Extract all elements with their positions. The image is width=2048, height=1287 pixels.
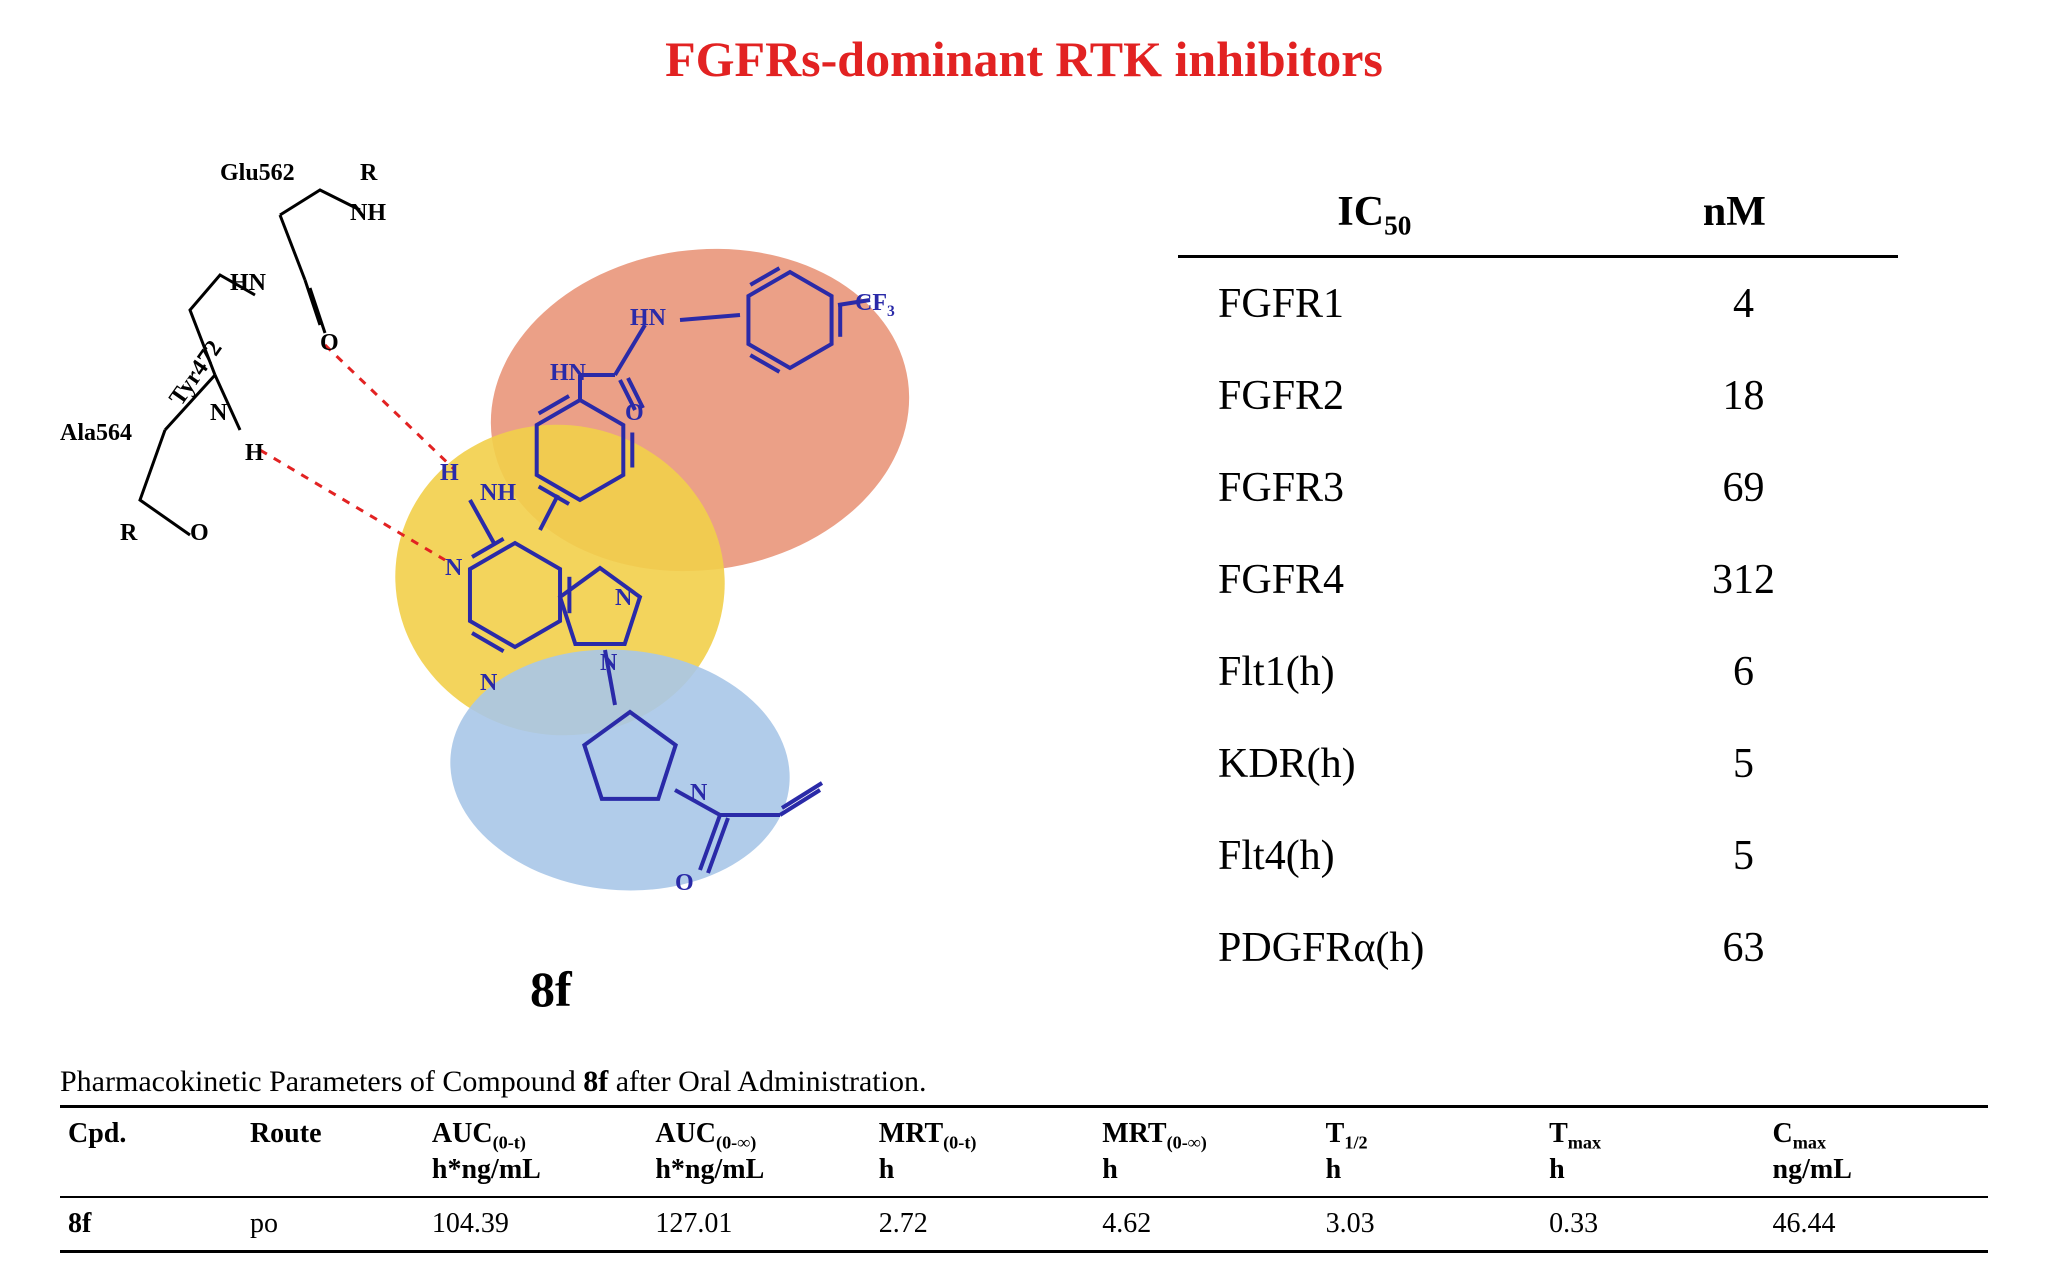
residue-label: N <box>210 400 227 427</box>
residue-label: R <box>120 520 137 547</box>
ligand-atom-label: H <box>440 460 459 487</box>
residue-label: O <box>190 520 209 547</box>
compound-label: 8f <box>530 960 572 1018</box>
ligand-atom-label: HN <box>630 305 666 332</box>
pk-table: Cpd.RouteAUC(0-t)h*ng/mLAUC(0-∞)h*ng/mLM… <box>60 1105 1988 1253</box>
pk-col-header: Tmaxh <box>1541 1108 1764 1196</box>
pk-caption: Pharmacokinetic Parameters of Compound 8… <box>60 1065 1988 1099</box>
pk-cell: 127.01 <box>647 1198 870 1250</box>
ligand-atom-label: O <box>625 400 644 427</box>
ligand-atom-label: N <box>615 585 632 612</box>
ligand-atom-label: N <box>690 780 707 807</box>
ic50-value: 5 <box>1589 740 1898 788</box>
ligand-atom-label: HN <box>550 360 586 387</box>
ic50-row: FGFR4312 <box>1178 534 1898 626</box>
ic50-value: 18 <box>1589 372 1898 420</box>
residue-label: Ala564 <box>60 420 132 447</box>
ic50-target: Flt1(h) <box>1178 648 1589 696</box>
pk-cell: po <box>242 1198 424 1250</box>
ic50-value: 63 <box>1589 924 1898 972</box>
ic50-target: PDGFRα(h) <box>1178 924 1589 972</box>
ic50-target: KDR(h) <box>1178 740 1589 788</box>
pk-caption-suffix: after Oral Administration. <box>608 1065 926 1098</box>
residue-label: HN <box>230 270 266 297</box>
chemical-diagram: Glu562RTyr472Ala564RNHHNONHOHNHNOCF3HNHN… <box>60 150 960 980</box>
residue-label: Glu562 <box>220 160 295 187</box>
pk-col-header: Cpd. <box>60 1108 242 1196</box>
pk-cell: 3.03 <box>1318 1198 1541 1250</box>
ligand-atom-label: N <box>480 670 497 697</box>
ic50-row: FGFR369 <box>1178 442 1898 534</box>
ic50-value: 4 <box>1589 280 1898 328</box>
ic50-target: FGFR1 <box>1178 280 1589 328</box>
ic50-value: 69 <box>1589 464 1898 512</box>
pk-col-header: Cmaxng/mL <box>1765 1108 1988 1196</box>
pk-col-header: AUC(0-∞)h*ng/mL <box>647 1108 870 1196</box>
pk-cell: 8f <box>60 1198 242 1250</box>
ligand-atom-label: N <box>600 650 617 677</box>
ic50-value: 312 <box>1589 556 1898 604</box>
pk-cell: 2.72 <box>871 1198 1094 1250</box>
ic50-header-left: IC50 <box>1178 188 1571 241</box>
pk-col-header: AUC(0-t)h*ng/mL <box>424 1108 647 1196</box>
ligand-atom-label: N <box>445 555 462 582</box>
residue-label: O <box>320 330 339 357</box>
ic50-target: FGFR3 <box>1178 464 1589 512</box>
pk-col-header: MRT(0-t)h <box>871 1108 1094 1196</box>
ic50-row: FGFR218 <box>1178 350 1898 442</box>
pk-cell: 104.39 <box>424 1198 647 1250</box>
pk-col-header: MRT(0-∞)h <box>1094 1108 1317 1196</box>
ic50-row: PDGFRα(h)63 <box>1178 902 1898 994</box>
ic50-header: IC50 nM <box>1178 180 1898 258</box>
pk-col-header: T1/2h <box>1318 1108 1541 1196</box>
ic50-table: IC50 nM FGFR14FGFR218FGFR369FGFR4312Flt1… <box>1178 180 1898 994</box>
pk-table-header: Cpd.RouteAUC(0-t)h*ng/mLAUC(0-∞)h*ng/mLM… <box>60 1108 1988 1198</box>
pk-caption-bold: 8f <box>583 1065 608 1098</box>
pk-table-row: 8fpo104.39127.012.724.623.030.3346.44 <box>60 1198 1988 1250</box>
ic50-target: Flt4(h) <box>1178 832 1589 880</box>
residue-label: NH <box>350 200 386 227</box>
diagram-svg <box>60 150 960 980</box>
ic50-row: KDR(h)5 <box>1178 718 1898 810</box>
ligand-atom-label: NH <box>480 480 516 507</box>
pk-cell: 0.33 <box>1541 1198 1764 1250</box>
pk-cell: 4.62 <box>1094 1198 1317 1250</box>
pk-section: Pharmacokinetic Parameters of Compound 8… <box>60 1065 1988 1253</box>
residue-label: H <box>245 440 264 467</box>
pk-col-header: Route <box>242 1108 424 1196</box>
page-title: FGFRs-dominant RTK inhibitors <box>0 30 2048 88</box>
ic50-target: FGFR4 <box>1178 556 1589 604</box>
ligand-atom-label: CF3 <box>855 290 895 321</box>
pk-cell: 46.44 <box>1765 1198 1988 1250</box>
ic50-target: FGFR2 <box>1178 372 1589 420</box>
ic50-row: Flt1(h)6 <box>1178 626 1898 718</box>
ligand-atom-label: O <box>675 870 694 897</box>
ic50-row: FGFR14 <box>1178 258 1898 350</box>
residue-label: R <box>360 160 377 187</box>
pk-caption-prefix: Pharmacokinetic Parameters of Compound <box>60 1065 583 1098</box>
ic50-header-right: nM <box>1571 188 1898 241</box>
ic50-row: Flt4(h)5 <box>1178 810 1898 902</box>
ic50-value: 5 <box>1589 832 1898 880</box>
ic50-value: 6 <box>1589 648 1898 696</box>
